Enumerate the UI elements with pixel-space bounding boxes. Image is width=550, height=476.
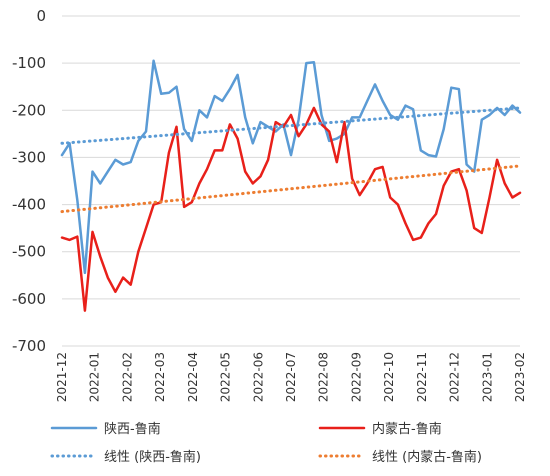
- y-tick-label: -400: [12, 196, 46, 214]
- x-tick-label: 2022-08: [317, 352, 331, 402]
- x-tick-label: 2023-01: [480, 352, 494, 402]
- legend-label: 线性 (陕西-鲁南): [104, 449, 201, 465]
- x-tick-label: 2022-11: [415, 352, 429, 402]
- x-tick-label: 2022-12: [448, 352, 462, 402]
- x-tick-label: 2022-06: [251, 352, 265, 402]
- x-tick-label: 2022-05: [219, 352, 233, 402]
- series-line-2: [60, 106, 522, 145]
- series-line-3: [60, 164, 522, 214]
- x-tick-label: 2022-03: [153, 352, 167, 402]
- y-tick-label: -300: [12, 148, 46, 166]
- y-tick-label: -700: [12, 337, 46, 355]
- legend-label: 线性 (内蒙古-鲁南): [372, 449, 482, 465]
- legend-label: 内蒙古-鲁南: [372, 421, 442, 437]
- y-tick-label: -600: [12, 290, 46, 308]
- x-tick-label: 2022-10: [382, 352, 396, 402]
- x-tick-label: 2022-02: [120, 352, 134, 402]
- series-line-1: [60, 106, 522, 312]
- y-tick-label: -500: [12, 243, 46, 261]
- y-tick-label: -100: [12, 54, 46, 72]
- x-tick-label: 2022-04: [186, 352, 200, 402]
- x-tick-label: 2021-12: [55, 352, 69, 402]
- x-tick-label: 2022-01: [88, 352, 102, 402]
- x-axis-ticks: 2021-12 2022-01 2022-02 2022-03 2022-04 2022-…: [55, 352, 527, 402]
- series-lines: [60, 59, 522, 312]
- y-tick-label: -200: [12, 101, 46, 119]
- y-axis-ticks: 0 -100 -200 -300 -400 -500 -600 -700: [12, 7, 46, 355]
- gridlines: [62, 15, 520, 347]
- y-tick-label: 0: [36, 7, 46, 25]
- x-tick-label: 2023-02: [513, 352, 527, 402]
- x-tick-label: 2022-09: [349, 352, 363, 402]
- legend-label: 陕西-鲁南: [104, 421, 161, 437]
- x-tick-label: 2022-07: [284, 352, 298, 402]
- series-line-0: [60, 59, 522, 275]
